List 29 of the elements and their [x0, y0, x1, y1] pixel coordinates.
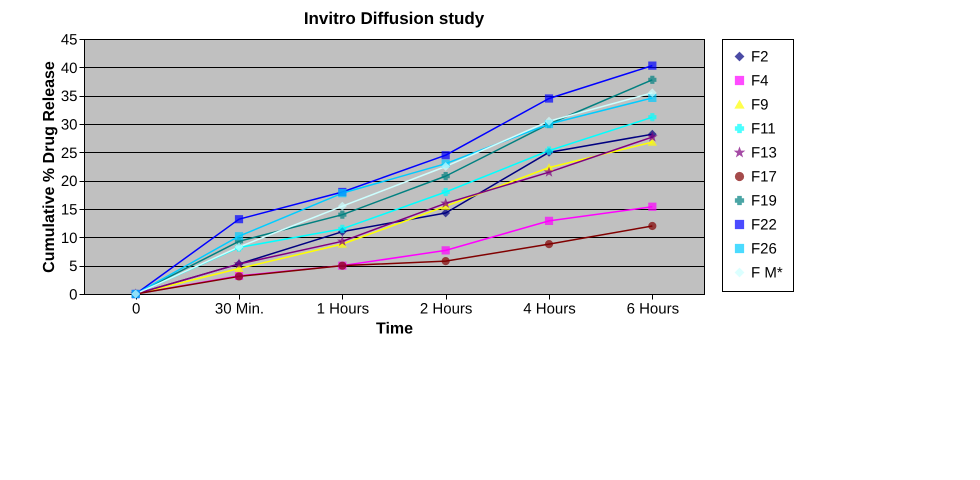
- legend-label: F22: [751, 216, 777, 234]
- legend-label: F11: [751, 120, 776, 138]
- y-tick-label: 25: [60, 144, 78, 162]
- x-tick-label: 4 Hours: [523, 300, 576, 318]
- chart-title: Invitro Diffusion study: [304, 9, 485, 28]
- y-tick-label: 5: [69, 258, 78, 276]
- legend-label: F17: [751, 168, 777, 186]
- legend-label: F9: [751, 96, 769, 114]
- x-axis-title: Time: [376, 320, 414, 338]
- x-tick-label: 1 Hours: [316, 300, 370, 318]
- x-tick-label: 0: [132, 300, 140, 318]
- y-axis-title: Cumulative % Drug Release: [40, 61, 58, 273]
- legend-label: F19: [751, 192, 777, 210]
- y-tick-label: 20: [60, 173, 78, 190]
- y-tick-label: 0: [69, 286, 78, 304]
- y-tick-label: 45: [60, 32, 78, 48]
- y-tick-label: 35: [60, 88, 78, 106]
- x-tick-label: 30 Min.: [214, 300, 264, 318]
- legend-label: F13: [751, 144, 777, 162]
- y-tick-label: 30: [60, 116, 78, 134]
- x-tick-label: 6 Hours: [626, 300, 680, 318]
- legend-label: F M*: [751, 264, 783, 282]
- legend-label: F2: [751, 48, 769, 66]
- legend-label: F26: [751, 240, 777, 258]
- y-tick-label: 10: [60, 230, 78, 247]
- legend-label: F4: [751, 72, 769, 90]
- y-tick-label: 15: [60, 202, 78, 218]
- x-tick-label: 2 Hours: [420, 300, 472, 318]
- y-tick-label: 40: [60, 60, 78, 77]
